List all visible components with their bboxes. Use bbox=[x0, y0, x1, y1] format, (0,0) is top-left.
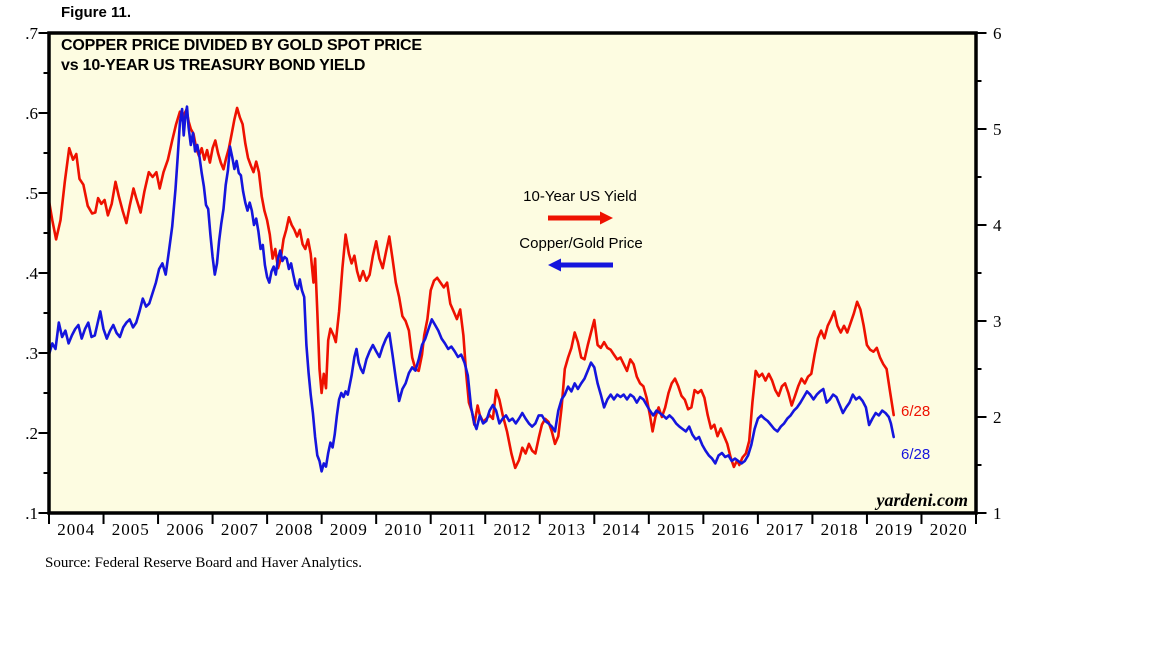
right-axis-tick-label: 4 bbox=[993, 216, 1002, 235]
plot-background bbox=[49, 33, 976, 513]
x-axis-year-label: 2019 bbox=[875, 520, 914, 539]
x-axis-year-label: 2007 bbox=[220, 520, 259, 539]
x-axis-year-label: 2010 bbox=[384, 520, 423, 539]
x-axis-year-label: 2005 bbox=[111, 520, 150, 539]
x-axis-year-label: 2017 bbox=[766, 520, 805, 539]
legend-label-yield: 10-Year US Yield bbox=[523, 188, 637, 205]
chart-title-line2: vs 10-YEAR US TREASURY BOND YIELD bbox=[61, 57, 366, 74]
left-axis-tick-label: .1 bbox=[25, 504, 38, 523]
x-axis-year-label: 2012 bbox=[493, 520, 532, 539]
copper-gold-line bbox=[47, 105, 896, 473]
copper-gold-end-date-label: 6/28 bbox=[901, 446, 931, 463]
right-axis-tick-label: 3 bbox=[993, 312, 1002, 331]
x-axis-year-label: 2011 bbox=[439, 520, 477, 539]
left-axis-tick-label: .7 bbox=[25, 24, 38, 43]
x-axis-year-label: 2008 bbox=[275, 520, 314, 539]
left-axis-tick-label: .3 bbox=[25, 344, 38, 363]
figure-label: Figure 11. bbox=[61, 4, 132, 21]
right-axis-tick-label: 5 bbox=[993, 120, 1002, 139]
x-axis-year-label: 2020 bbox=[929, 520, 968, 539]
x-axis-year-label: 2009 bbox=[329, 520, 368, 539]
treasury-yield-line bbox=[47, 106, 896, 470]
plot-frame bbox=[47, 31, 978, 515]
chart-title-line1: COPPER PRICE DIVIDED BY GOLD SPOT PRICE bbox=[61, 37, 422, 54]
left-axis-tick-label: .4 bbox=[25, 264, 38, 283]
yield-end-date-label: 6/28 bbox=[901, 403, 931, 420]
x-axis-year-label: 2016 bbox=[711, 520, 750, 539]
right-axis-tick-label: 6 bbox=[993, 24, 1002, 43]
legend-label-copper-gold: Copper/Gold Price bbox=[519, 235, 643, 252]
left-axis-tick-label: .6 bbox=[25, 104, 38, 123]
right-axis-tick-label: 2 bbox=[993, 408, 1002, 427]
left-axis-tick-label: .5 bbox=[25, 184, 38, 203]
yield-legend-arrow bbox=[548, 211, 613, 225]
left-axis-tick-label: .2 bbox=[25, 424, 38, 443]
x-axis-year-label: 2015 bbox=[657, 520, 696, 539]
x-axis-year-label: 2018 bbox=[820, 520, 859, 539]
x-axis-year-label: 2004 bbox=[57, 520, 96, 539]
yardeni-watermark: yardeni.com bbox=[876, 490, 969, 510]
source-note: Source: Federal Reserve Board and Haver … bbox=[45, 555, 362, 571]
x-axis-year-label: 2006 bbox=[166, 520, 205, 539]
chart-title: COPPER PRICE DIVIDED BY GOLD SPOT PRICE … bbox=[61, 36, 422, 76]
right-axis-tick-label: 1 bbox=[993, 504, 1002, 523]
x-axis-year-label: 2013 bbox=[548, 520, 587, 539]
x-axis-year-label: 2014 bbox=[602, 520, 641, 539]
copper-gold-legend-arrow bbox=[548, 258, 613, 272]
